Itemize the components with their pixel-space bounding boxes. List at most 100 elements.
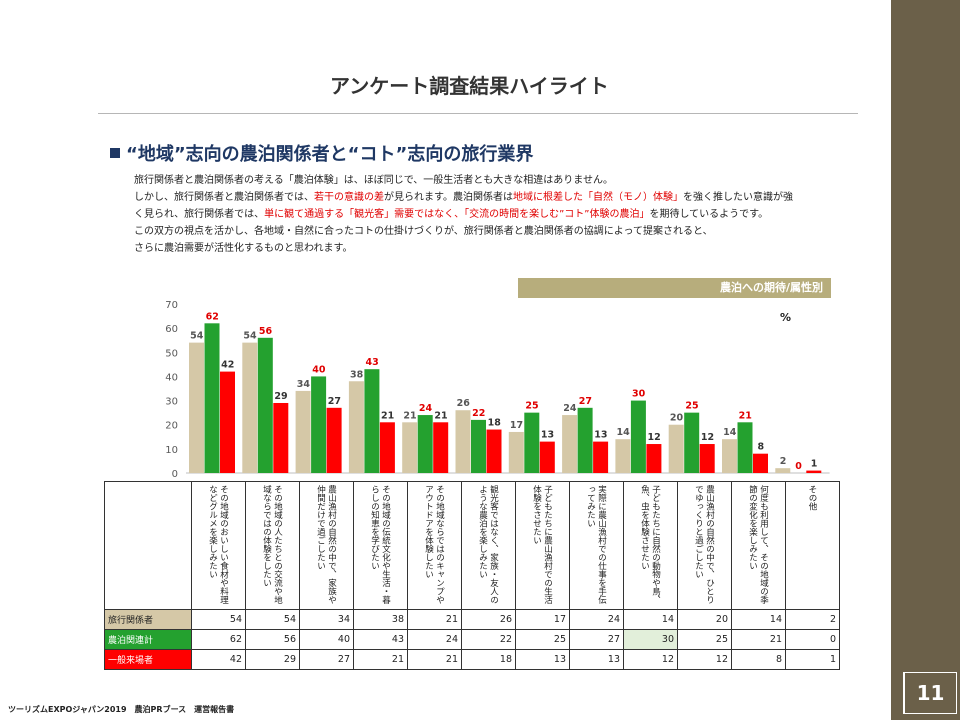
- bar: [562, 415, 578, 473]
- value-cell: 38: [353, 609, 408, 630]
- bar-value-label: 26: [457, 398, 471, 409]
- bar-value-label: 30: [632, 389, 646, 400]
- value-cell: 62: [191, 629, 246, 650]
- category-label: その地域のおいしい食材や料理などグルメを楽しみたい: [207, 485, 229, 604]
- bar-value-label: 62: [206, 311, 219, 322]
- body-line-1: 旅行関係者と農泊関係者の考える「農泊体験」は、ほぼ同じで、一般生活者とも大きな相…: [134, 175, 613, 186]
- bar-value-label: 12: [701, 432, 714, 443]
- body-line-5: さらに農泊需要が活性化するものと思われます。: [134, 243, 353, 254]
- bar: [402, 422, 418, 473]
- bar: [722, 439, 737, 473]
- bar-value-label: 20: [670, 413, 684, 424]
- category-header-cell: 子どもたちに農山漁村での生活体験をさせたい: [515, 481, 570, 610]
- bar: [806, 470, 822, 473]
- bar: [668, 424, 684, 473]
- bar: [455, 410, 471, 473]
- category-header-cell: 何度も利用して、その地域の季節の変化を楽しみたい: [731, 481, 786, 610]
- value-cell: 54: [191, 609, 246, 630]
- value-cell: 8: [731, 649, 786, 670]
- bar-value-label: 2: [780, 456, 787, 467]
- bar-value-label: 14: [617, 427, 631, 438]
- bar-value-label: 54: [243, 331, 257, 342]
- bar-value-label: 27: [328, 396, 341, 407]
- highlight-text: 地域に根差した「自然（モノ）体験」: [513, 192, 683, 203]
- bar-value-label: 13: [541, 430, 554, 441]
- value-cell: 1: [785, 649, 840, 670]
- bar-value-label: 21: [403, 410, 416, 421]
- category-header-cell: その他: [785, 481, 840, 610]
- value-cell: 21: [353, 649, 408, 670]
- bar-value-label: 40: [312, 364, 326, 375]
- bar: [577, 407, 593, 473]
- value-cell: 21: [407, 609, 462, 630]
- bar-value-label: 1: [811, 459, 818, 470]
- value-cell: 29: [245, 649, 300, 670]
- bar-value-label: 34: [297, 379, 311, 390]
- page-number: 11: [903, 672, 957, 714]
- body-text-segment: を期待しているようです。: [649, 209, 769, 220]
- category-label: 子どもたちに自然の動物や鳥、魚、虫を体験させたい: [639, 485, 661, 604]
- bar: [753, 453, 768, 473]
- section-title-text: “地域”志向の農泊関係者と“コト”志向の旅行業界: [126, 144, 534, 165]
- category-label: 子どもたちに農山漁村での生活体験をさせたい: [531, 485, 553, 604]
- bar-value-label: 21: [739, 410, 752, 421]
- highlight-text: 単に観て通過する「観光客」需要ではなく、「交流の時間を楽しむ”コト”体験の農泊」: [264, 209, 650, 220]
- bar-value-label: 24: [563, 403, 577, 414]
- bar: [326, 407, 342, 473]
- bar: [699, 444, 715, 473]
- value-cell: 56: [245, 629, 300, 650]
- y-tick-label: 70: [165, 300, 178, 311]
- value-cell: 34: [299, 609, 354, 630]
- bar-value-label: 54: [190, 331, 204, 342]
- bar-value-label: 25: [685, 401, 698, 412]
- category-header-cell: 農山漁村の自然の中で、ひとりでゆっくりと過ごしたい: [677, 481, 732, 610]
- category-header-cell: 観光客ではなく、家族・友人のような農泊を楽しみたい: [461, 481, 516, 610]
- bar-value-label: 0: [795, 461, 802, 472]
- category-label: 何度も利用して、その地域の季節の変化を楽しみたい: [747, 485, 769, 604]
- body-text-segment: が見られます。農泊関係者は: [384, 192, 513, 203]
- value-cell: 14: [731, 609, 786, 630]
- value-cell: 2: [785, 609, 840, 630]
- value-cell: 25: [515, 629, 570, 650]
- category-label: 農山漁村の自然の中で、ひとりでゆっくりと過ごしたい: [693, 485, 715, 604]
- value-cell: 13: [515, 649, 570, 670]
- value-cell: 43: [353, 629, 408, 650]
- series-label-cell: 一般来場者: [104, 649, 192, 670]
- bar-value-label: 42: [221, 360, 234, 371]
- y-tick-label: 30: [165, 397, 178, 408]
- body-text-segment: しかし、旅行関係者と農泊関係者では、: [134, 192, 314, 203]
- bar-value-label: 14: [723, 427, 737, 438]
- body-text-segment: く見られ、旅行関係者では、: [134, 209, 265, 220]
- bar: [486, 429, 502, 473]
- value-cell: 17: [515, 609, 570, 630]
- bar: [295, 390, 311, 473]
- value-cell: 42: [191, 649, 246, 670]
- bar-value-label: 24: [419, 403, 433, 414]
- bar-value-label: 12: [648, 432, 661, 443]
- value-cell: 24: [569, 609, 624, 630]
- value-cell: 30: [623, 629, 678, 650]
- category-header-cell: その地域ならではのキャンプやアウトドアを体験したい: [407, 481, 462, 610]
- bar-value-label: 27: [579, 396, 592, 407]
- chart-header: 農泊への期待/属性別: [518, 278, 831, 298]
- value-cell: 40: [299, 629, 354, 650]
- category-label: その他: [807, 485, 817, 511]
- category-header-cell: その地域のおいしい食材や料理などグルメを楽しみたい: [191, 481, 246, 610]
- bar-value-label: 13: [594, 430, 607, 441]
- value-cell: 0: [785, 629, 840, 650]
- y-tick-label: 50: [165, 348, 178, 359]
- category-header-cell: その地域の伝統文化や生活・暮らしの知恵を学びたい: [353, 481, 408, 610]
- series-label-cell: 農泊関連計: [104, 629, 192, 650]
- bar-value-label: 38: [350, 369, 364, 380]
- category-label: 実際に農山漁村での仕事を手伝ってみたい: [585, 485, 607, 604]
- bar-value-label: 22: [472, 408, 485, 419]
- unit-label: %: [780, 311, 792, 324]
- body-text-segment: を強く推したい意識が強: [683, 192, 793, 203]
- bar: [273, 402, 289, 473]
- value-cell: 54: [245, 609, 300, 630]
- value-cell: 13: [569, 649, 624, 670]
- category-header-cell: 農山漁村の自然の中で、家族や仲間だけで過ごしたい: [299, 481, 354, 610]
- bar: [433, 422, 449, 473]
- bar: [646, 444, 662, 473]
- series-label-cell: 旅行関係者: [104, 609, 192, 630]
